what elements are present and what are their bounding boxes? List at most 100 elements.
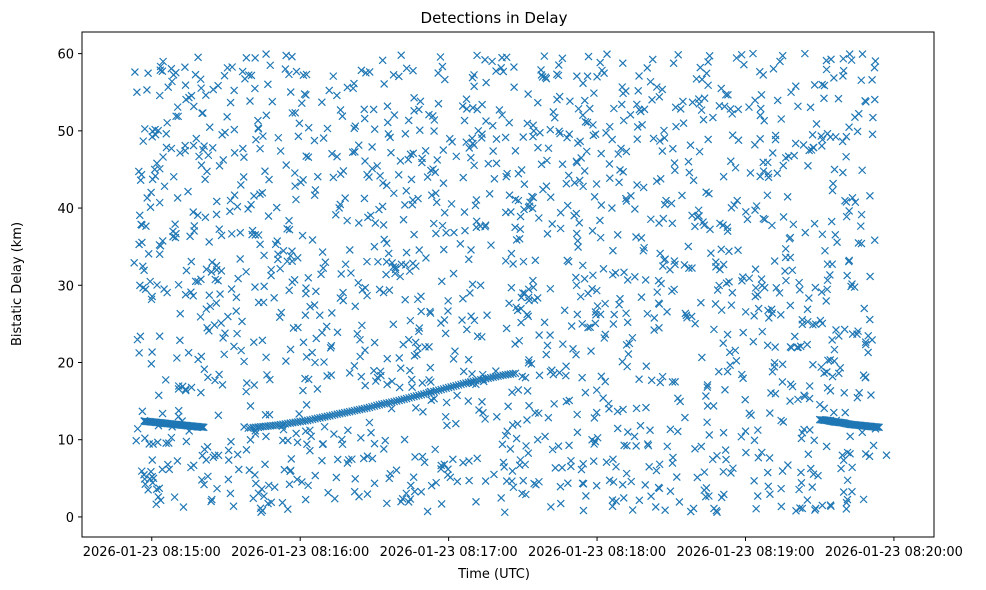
clutter-point	[482, 117, 490, 125]
clutter-point	[511, 146, 520, 155]
clutter-point	[562, 179, 571, 188]
clutter-point	[595, 216, 604, 225]
clutter-point	[630, 205, 639, 214]
clutter-point	[280, 465, 289, 474]
clutter-point	[728, 464, 737, 473]
clutter-point	[155, 332, 164, 341]
clutter-point	[201, 213, 210, 222]
clutter-point	[523, 387, 532, 395]
clutter-point	[267, 498, 276, 507]
clutter-point	[534, 143, 542, 152]
clutter-point	[132, 88, 141, 97]
track-point	[427, 388, 436, 397]
clutter-point	[207, 268, 216, 276]
clutter-point	[823, 260, 832, 269]
clutter-point	[249, 494, 258, 503]
clutter-point	[449, 354, 458, 363]
clutter-point	[580, 167, 589, 175]
clutter-point	[635, 375, 644, 384]
clutter-point	[831, 230, 840, 239]
clutter-point	[401, 295, 410, 304]
clutter-point	[356, 335, 364, 344]
clutter-point	[564, 171, 573, 180]
clutter-point	[822, 297, 831, 305]
clutter-point	[238, 144, 247, 153]
clutter-point	[373, 161, 382, 170]
clutter-point	[135, 348, 144, 357]
clutter-point	[803, 305, 812, 314]
clutter-point	[728, 288, 737, 297]
clutter-point	[648, 55, 657, 64]
clutter-point	[827, 217, 836, 226]
clutter-point	[381, 436, 390, 445]
clutter-point	[389, 70, 398, 79]
clutter-point	[458, 294, 467, 303]
clutter-point	[673, 427, 682, 436]
clutter-point	[285, 225, 294, 234]
clutter-point	[647, 492, 655, 501]
clutter-point	[810, 219, 819, 228]
clutter-point	[618, 357, 627, 366]
clutter-point	[216, 290, 224, 298]
clutter-point	[655, 460, 664, 469]
clutter-point	[556, 482, 565, 491]
clutter-point	[226, 98, 235, 107]
clutter-point	[473, 51, 481, 60]
clutter-point	[666, 265, 674, 274]
clutter-point	[583, 118, 592, 127]
clutter-point	[182, 95, 190, 104]
clutter-point	[374, 257, 382, 266]
clutter-point	[822, 65, 831, 74]
clutter-point	[619, 116, 628, 125]
clutter-point	[846, 432, 855, 441]
clutter-point	[233, 329, 241, 338]
clutter-point	[189, 208, 198, 216]
clutter-point	[512, 434, 521, 443]
clutter-point	[156, 62, 165, 71]
clutter-point	[642, 403, 650, 412]
clutter-point	[680, 413, 689, 422]
clutter-point	[853, 127, 862, 136]
clutter-point	[145, 439, 154, 448]
clutter-point	[719, 172, 728, 181]
clutter-point	[251, 283, 259, 291]
clutter-point	[699, 115, 708, 124]
clutter-point	[360, 114, 369, 123]
clutter-point	[379, 288, 388, 297]
clutter-point	[572, 350, 580, 359]
clutter-point	[332, 473, 341, 482]
clutter-point	[239, 153, 248, 162]
clutter-point	[458, 316, 466, 325]
clutter-point	[592, 310, 600, 319]
clutter-point	[130, 68, 139, 77]
clutter-point	[439, 146, 448, 154]
clutter-point	[133, 424, 142, 433]
clutter-point	[144, 69, 153, 78]
clutter-point	[464, 355, 473, 364]
clutter-point	[193, 211, 202, 220]
clutter-point	[273, 237, 282, 245]
clutter-point	[137, 238, 146, 247]
clutter-point	[842, 505, 851, 513]
clutter-point	[514, 196, 523, 205]
track-point	[444, 383, 453, 392]
track-point	[199, 423, 208, 432]
clutter-point	[181, 81, 190, 90]
clutter-point	[360, 194, 369, 203]
clutter-point	[604, 399, 613, 408]
data-points	[130, 49, 891, 517]
clutter-point	[442, 398, 451, 407]
clutter-point	[343, 216, 352, 225]
clutter-point	[353, 329, 362, 338]
clutter-point	[521, 460, 530, 469]
clutter-point	[645, 462, 654, 471]
track-point	[365, 403, 374, 412]
chart-title: Detections in Delay	[421, 9, 568, 27]
clutter-point	[695, 147, 704, 156]
clutter-point	[144, 249, 153, 258]
clutter-point	[261, 167, 269, 176]
clutter-point	[669, 59, 678, 68]
track-point	[407, 393, 416, 402]
clutter-point	[470, 316, 479, 325]
clutter-point	[764, 314, 773, 322]
